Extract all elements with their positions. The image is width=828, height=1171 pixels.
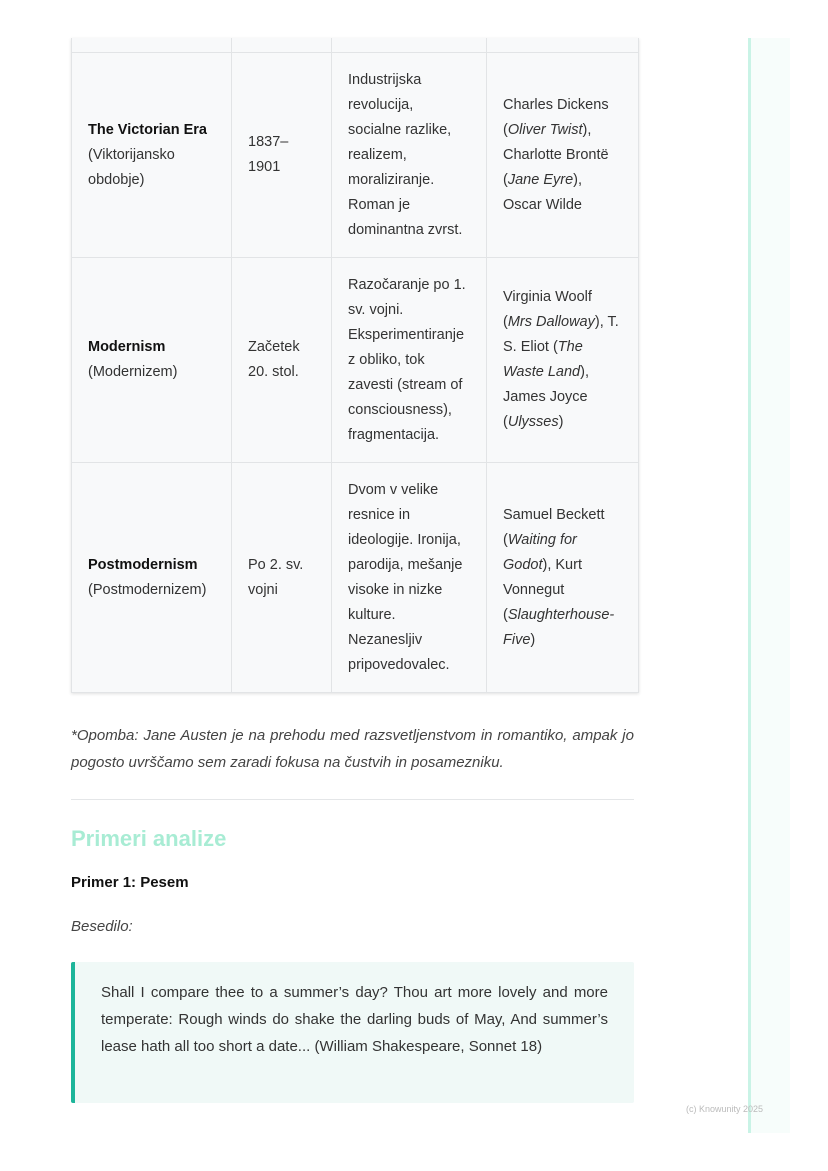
- copyright: (c) Knowunity 2025: [686, 1104, 764, 1114]
- work-title: Waiting for Godot: [503, 531, 577, 573]
- work-title: Ulysses: [507, 414, 559, 430]
- author-text: ), Kurt Vonnegut (: [503, 556, 582, 623]
- period-features: Dvom v velike resnice in ideologije. Iro…: [331, 462, 487, 693]
- text-label: Besedilo:: [71, 918, 133, 935]
- author-text: Virginia Woolf (: [503, 289, 592, 330]
- period-name: Modernism: [88, 339, 166, 355]
- period-authors: Samuel Beckett (Waiting for Godot), Kurt…: [486, 462, 639, 693]
- period-name: The Victorian Era: [88, 121, 207, 138]
- work-title: Oliver Twist: [507, 121, 583, 138]
- side-panel: [751, 38, 790, 1133]
- author-text: Samuel Beckett (: [503, 506, 605, 548]
- period-alt-name: (Modernizem): [88, 364, 178, 380]
- work-title: Jane Eyre: [507, 171, 574, 188]
- table-row: The Victorian Era (Viktorijansko obdobje)…: [71, 52, 639, 258]
- table-row: [71, 38, 639, 53]
- period-authors: Charles Dickens (Oliver Twist), Charlott…: [486, 52, 639, 258]
- period-alt-name: (Postmodernizem): [88, 581, 207, 598]
- footnote: *Opomba: Jane Austen je na prehodu med r…: [71, 727, 634, 771]
- period-alt-name: (Viktorijansko obdobje): [88, 146, 175, 188]
- author-text: ), Oscar Wilde: [503, 171, 582, 213]
- author-text: Charles Dickens (: [503, 96, 609, 138]
- literary-periods-table: The Victorian Era (Viktorijansko obdobje)…: [71, 38, 639, 693]
- divider: [71, 799, 634, 800]
- author-text: ): [530, 631, 536, 648]
- work-title: The Waste Land: [503, 339, 583, 380]
- period-features: Industrijska revolucija, socialne razlik…: [331, 52, 487, 258]
- period-features: Razočaranje po 1. sv. vojni. Eksperiment…: [331, 257, 487, 463]
- author-text: ), T. S. Eliot (: [503, 314, 619, 355]
- example-title: Primer 1: Pesem: [71, 874, 189, 891]
- author-text: ), Charlotte Brontë (: [503, 121, 609, 188]
- table-row: Modernism (Modernizem) Začetek 20. stol. …: [71, 257, 639, 463]
- period-years: Začetek 20. stol.: [231, 257, 332, 463]
- author-text: ): [558, 414, 564, 430]
- period-name: Postmodernism: [88, 556, 198, 573]
- side-rail: [748, 38, 751, 1133]
- work-title: Mrs Dalloway: [507, 314, 595, 330]
- period-years: 1837–1901: [231, 52, 332, 258]
- period-authors: Virginia Woolf (Mrs Dalloway), T. S. Eli…: [486, 257, 639, 463]
- poem-blockquote: Shall I compare thee to a summer’s day? …: [71, 962, 634, 1103]
- table-row: Postmodernism (Postmodernizem) Po 2. sv. …: [71, 462, 639, 693]
- work-title: Slaughterhouse-Five: [503, 606, 615, 648]
- period-years: Po 2. sv. vojni: [231, 462, 332, 693]
- author-text: ), James Joyce (: [503, 364, 589, 430]
- section-heading: Primeri analize: [71, 826, 227, 851]
